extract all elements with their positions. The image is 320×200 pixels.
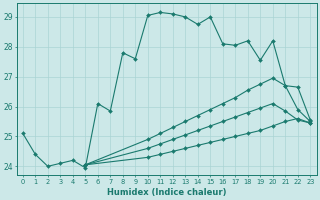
X-axis label: Humidex (Indice chaleur): Humidex (Indice chaleur) [107, 188, 226, 197]
